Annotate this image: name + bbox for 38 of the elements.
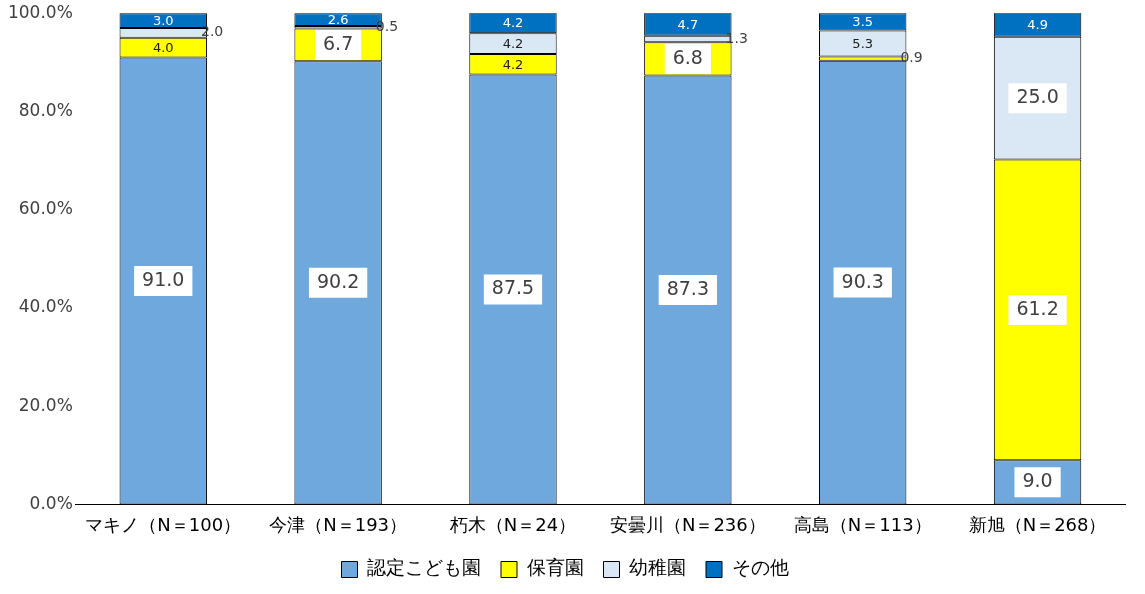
y-tick-label: 0.0%: [29, 492, 73, 513]
data-label: 61.2: [1016, 296, 1059, 319]
y-tick-label: 20.0%: [18, 394, 73, 415]
data-label: 91.0: [142, 267, 185, 290]
x-tick-label: 朽木（N＝24）: [448, 513, 577, 535]
data-label: 4.2: [502, 56, 524, 72]
x-tick-label: マキノ（N＝100）: [85, 513, 242, 535]
data-label: 3.5: [852, 14, 874, 30]
data-label: 4.0: [152, 39, 174, 55]
data-label: 4.2: [502, 36, 524, 52]
y-tick-label: 60.0%: [18, 198, 73, 219]
x-tick-label: 今津（N＝193）: [269, 513, 408, 535]
data-label: 2.6: [327, 11, 349, 27]
data-label: 90.2: [316, 269, 360, 292]
data-label: 4.9: [1027, 17, 1048, 33]
legend-label: 認定こども園: [367, 556, 481, 579]
data-label: 87.3: [666, 276, 709, 299]
data-label: 4.7: [677, 16, 699, 32]
data-label: 9.0: [1022, 469, 1053, 492]
data-label: 87.5: [491, 276, 535, 299]
data-label: 6.8: [672, 45, 703, 68]
legend-label: その他: [731, 556, 789, 579]
data-label: 4.2: [502, 15, 524, 31]
data-label: 25.0: [1016, 85, 1059, 108]
y-tick-label: 80.0%: [18, 99, 73, 120]
y-tick-label: 100.0%: [7, 1, 73, 22]
data-label: 6.7: [323, 31, 354, 54]
y-tick-label: 40.0%: [18, 296, 73, 317]
data-label: 1.3: [725, 29, 748, 46]
data-label: 5.3: [852, 35, 874, 51]
legend-label: 幼稚園: [629, 556, 686, 579]
legend-label: 保育園: [526, 556, 584, 579]
data-label: 3.0: [152, 12, 174, 28]
x-tick-label: 新旭（N＝268）: [968, 513, 1107, 535]
data-label: 90.3: [841, 269, 884, 292]
data-label: 0.9: [900, 49, 923, 66]
x-tick-label: 安曇川（N＝236）: [609, 513, 766, 535]
x-tick-label: 高島（N＝113）: [793, 513, 932, 535]
